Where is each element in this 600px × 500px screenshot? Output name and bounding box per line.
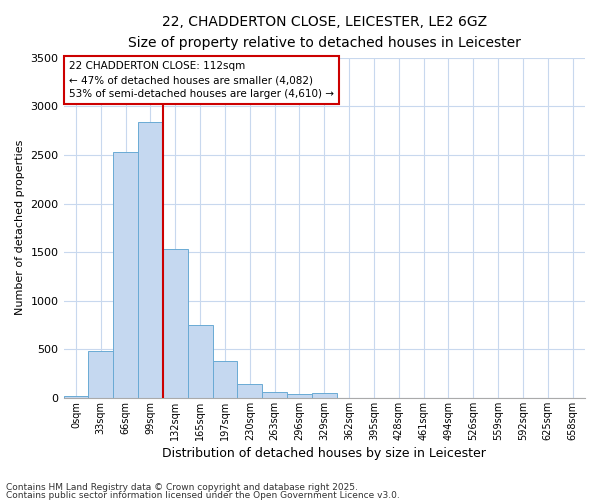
Bar [64, 396, 88, 398]
Y-axis label: Number of detached properties: Number of detached properties [15, 140, 25, 316]
Bar [238, 384, 262, 398]
X-axis label: Distribution of detached houses by size in Leicester: Distribution of detached houses by size … [163, 447, 486, 460]
Bar [312, 393, 337, 398]
Bar [88, 351, 113, 398]
Text: Contains HM Land Registry data © Crown copyright and database right 2025.: Contains HM Land Registry data © Crown c… [6, 484, 358, 492]
Bar [138, 122, 163, 398]
Bar [262, 392, 287, 398]
Title: 22, CHADDERTON CLOSE, LEICESTER, LE2 6GZ
Size of property relative to detached h: 22, CHADDERTON CLOSE, LEICESTER, LE2 6GZ… [128, 15, 521, 50]
Bar [113, 152, 138, 398]
Text: Contains public sector information licensed under the Open Government Licence v3: Contains public sector information licen… [6, 490, 400, 500]
Bar [212, 361, 238, 398]
Bar [287, 394, 312, 398]
Text: 22 CHADDERTON CLOSE: 112sqm
← 47% of detached houses are smaller (4,082)
53% of : 22 CHADDERTON CLOSE: 112sqm ← 47% of det… [69, 61, 334, 99]
Bar [163, 249, 188, 398]
Bar [188, 325, 212, 398]
